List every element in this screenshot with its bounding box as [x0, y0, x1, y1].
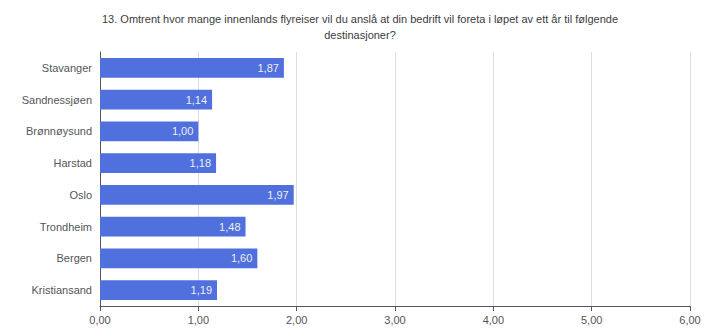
svg-text:6,00: 6,00 — [679, 314, 700, 326]
svg-text:1,18: 1,18 — [190, 157, 211, 169]
svg-text:Bergen: Bergen — [57, 252, 92, 264]
svg-text:0,00: 0,00 — [89, 314, 110, 326]
svg-text:2,00: 2,00 — [286, 314, 307, 326]
svg-text:3,00: 3,00 — [384, 314, 405, 326]
svg-text:1,14: 1,14 — [186, 94, 207, 106]
svg-text:Trondheim: Trondheim — [40, 221, 92, 233]
svg-text:13. Omtrent hvor mange innenla: 13. Omtrent hvor mange innenlands flyrei… — [102, 13, 618, 25]
svg-text:Kristiansand: Kristiansand — [31, 284, 92, 296]
svg-text:Oslo: Oslo — [69, 189, 92, 201]
svg-text:1,48: 1,48 — [219, 221, 240, 233]
svg-text:5,00: 5,00 — [581, 314, 602, 326]
svg-text:destinasjoner?: destinasjoner? — [324, 29, 396, 41]
svg-text:1,97: 1,97 — [267, 189, 288, 201]
svg-text:1,87: 1,87 — [257, 62, 278, 74]
svg-text:1,60: 1,60 — [231, 252, 252, 264]
svg-text:1,00: 1,00 — [172, 125, 193, 137]
svg-text:Brønnøysund: Brønnøysund — [26, 125, 92, 137]
svg-text:1,19: 1,19 — [191, 284, 212, 296]
svg-text:Stavanger: Stavanger — [42, 62, 92, 74]
svg-text:Harstad: Harstad — [53, 157, 92, 169]
svg-text:Sandnessjøen: Sandnessjøen — [22, 94, 92, 106]
svg-text:4,00: 4,00 — [483, 314, 504, 326]
svg-text:1,00: 1,00 — [188, 314, 209, 326]
